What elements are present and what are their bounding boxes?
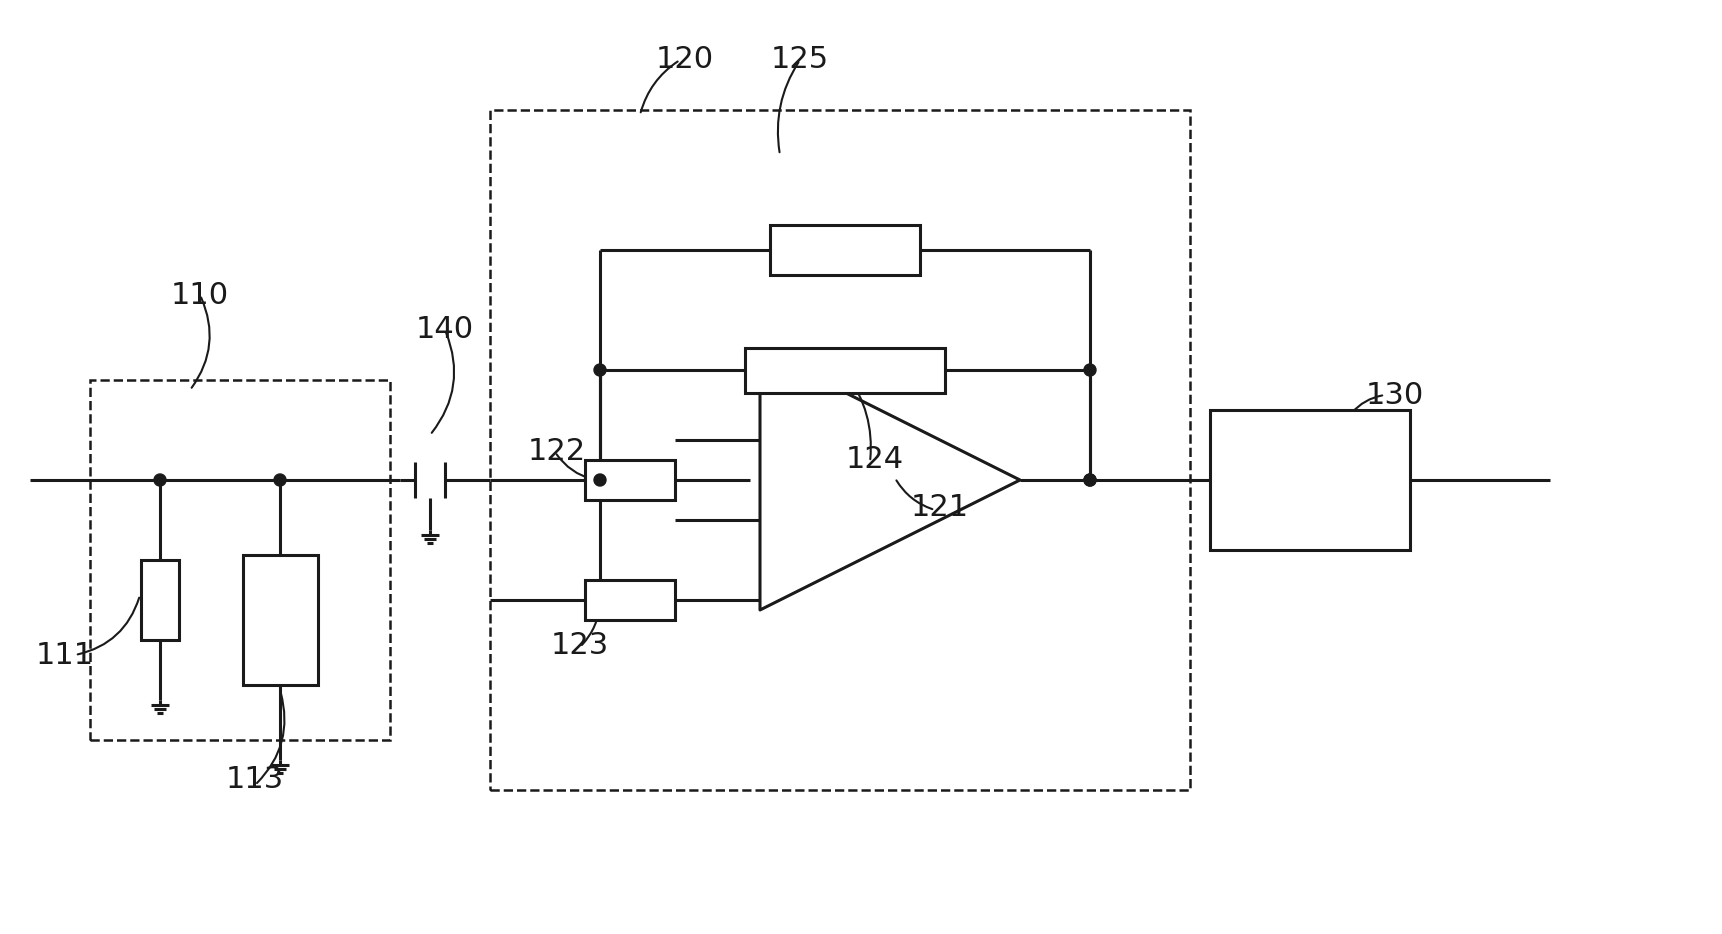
Text: 123: 123 [551,630,610,659]
Bar [243,555,317,685]
Text: 113: 113 [226,766,284,795]
Text: 110: 110 [170,280,229,309]
Bar [770,225,920,275]
Bar [491,110,1190,790]
Circle shape [594,364,606,376]
Bar [1211,410,1410,550]
Text: 130: 130 [1366,380,1424,409]
Circle shape [1085,364,1095,376]
Text: 121: 121 [911,493,969,522]
Text: 122: 122 [529,437,585,466]
Bar [746,347,945,392]
Circle shape [1085,474,1095,486]
Text: 124: 124 [846,446,904,474]
Text: 模数转换: 模数转换 [1276,456,1343,484]
Text: 111: 111 [36,641,95,670]
Circle shape [1085,474,1095,486]
Circle shape [274,474,286,486]
Bar [90,380,389,740]
Text: 125: 125 [771,46,828,75]
Text: 140: 140 [417,316,474,345]
Circle shape [153,474,165,486]
Bar [141,560,179,640]
Text: 120: 120 [656,46,715,75]
Text: 模块: 模块 [1293,486,1326,514]
Bar [585,580,675,620]
Circle shape [594,474,606,486]
Bar [585,460,675,500]
